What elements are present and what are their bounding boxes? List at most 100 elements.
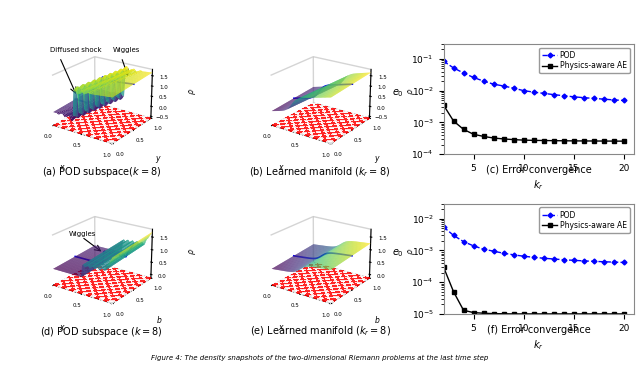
Physics-aware AE <box>470 132 477 137</box>
Text: (f) Error convergence: (f) Error convergence <box>486 325 591 335</box>
POD <box>509 253 517 257</box>
POD <box>480 79 488 83</box>
Physics-aware AE <box>500 312 508 316</box>
Physics-aware AE <box>530 312 538 316</box>
X-axis label: $x$: $x$ <box>278 323 285 332</box>
POD <box>560 93 568 98</box>
Physics-aware AE <box>620 312 627 316</box>
Physics-aware AE <box>440 265 447 269</box>
POD <box>470 244 477 248</box>
POD <box>570 258 577 262</box>
POD <box>490 82 497 87</box>
X-axis label: $x$: $x$ <box>60 323 66 332</box>
Text: (d) POD subspace ($k = 8$): (d) POD subspace ($k = 8$) <box>40 325 163 339</box>
POD <box>509 86 517 90</box>
POD <box>589 96 597 101</box>
Physics-aware AE <box>450 289 458 294</box>
Physics-aware AE <box>610 139 618 143</box>
POD <box>600 97 607 101</box>
Y-axis label: $b$: $b$ <box>156 314 162 325</box>
Physics-aware AE <box>460 308 467 312</box>
Physics-aware AE <box>509 312 517 316</box>
Physics-aware AE <box>580 312 588 316</box>
POD <box>580 96 588 100</box>
Physics-aware AE <box>450 119 458 123</box>
Y-axis label: $y$: $y$ <box>374 154 381 165</box>
Physics-aware AE <box>480 311 488 315</box>
Physics-aware AE <box>589 312 597 316</box>
Legend: POD, Physics-aware AE: POD, Physics-aware AE <box>539 207 630 233</box>
POD <box>450 66 458 70</box>
X-axis label: $x$: $x$ <box>278 163 285 172</box>
Legend: POD, Physics-aware AE: POD, Physics-aware AE <box>539 47 630 73</box>
POD <box>550 92 557 97</box>
POD <box>440 59 447 64</box>
POD <box>610 98 618 102</box>
Physics-aware AE <box>560 312 568 316</box>
POD <box>530 90 538 94</box>
Physics-aware AE <box>440 103 447 107</box>
X-axis label: $k_r$: $k_r$ <box>533 338 544 352</box>
Text: Figure 4: The density snapshots of the two-dimensional Riemann problems at the l: Figure 4: The density snapshots of the t… <box>151 355 489 361</box>
Line: POD: POD <box>442 59 625 102</box>
Text: (c) Error convergence: (c) Error convergence <box>486 165 591 175</box>
POD <box>600 260 607 264</box>
Physics-aware AE <box>530 138 538 143</box>
POD <box>540 91 547 96</box>
X-axis label: $x$: $x$ <box>60 163 66 172</box>
POD <box>530 255 538 260</box>
Physics-aware AE <box>490 311 497 316</box>
Physics-aware AE <box>470 310 477 315</box>
X-axis label: $k_r$: $k_r$ <box>533 178 544 192</box>
POD <box>589 259 597 264</box>
Physics-aware AE <box>580 139 588 143</box>
Physics-aware AE <box>540 312 547 316</box>
Physics-aware AE <box>460 127 467 131</box>
Physics-aware AE <box>600 312 607 316</box>
Physics-aware AE <box>570 312 577 316</box>
POD <box>570 95 577 99</box>
Y-axis label: $y$: $y$ <box>156 154 162 165</box>
Physics-aware AE <box>560 139 568 143</box>
Line: POD: POD <box>442 225 625 264</box>
POD <box>620 260 627 265</box>
Line: Physics-aware AE: Physics-aware AE <box>442 103 625 143</box>
POD <box>610 260 618 264</box>
POD <box>440 225 447 229</box>
Text: Diffused shock: Diffused shock <box>50 47 101 53</box>
Physics-aware AE <box>550 138 557 143</box>
POD <box>450 233 458 238</box>
POD <box>620 98 627 103</box>
Physics-aware AE <box>509 138 517 142</box>
POD <box>560 258 568 262</box>
POD <box>500 251 508 255</box>
POD <box>460 71 467 75</box>
POD <box>480 247 488 251</box>
Physics-aware AE <box>520 138 527 142</box>
Text: (e) Learned manifold ($k_r = 8$): (e) Learned manifold ($k_r = 8$) <box>250 325 390 338</box>
Text: Wiggles: Wiggles <box>68 231 96 237</box>
Line: Physics-aware AE: Physics-aware AE <box>442 265 625 316</box>
POD <box>520 88 527 93</box>
Physics-aware AE <box>490 136 497 140</box>
Physics-aware AE <box>589 139 597 143</box>
Physics-aware AE <box>500 137 508 141</box>
Text: (b) Learned manifold ($k_r = 8$): (b) Learned manifold ($k_r = 8$) <box>250 165 390 178</box>
Physics-aware AE <box>600 139 607 143</box>
POD <box>490 249 497 253</box>
Physics-aware AE <box>550 312 557 316</box>
POD <box>470 75 477 80</box>
POD <box>580 259 588 263</box>
Physics-aware AE <box>520 312 527 316</box>
POD <box>460 239 467 244</box>
POD <box>520 254 527 258</box>
Physics-aware AE <box>480 134 488 139</box>
POD <box>500 84 508 88</box>
POD <box>540 256 547 260</box>
Physics-aware AE <box>570 139 577 143</box>
Y-axis label: $e_0$: $e_0$ <box>392 247 403 259</box>
Physics-aware AE <box>540 138 547 143</box>
Text: (a) POD subspace($k = 8$): (a) POD subspace($k = 8$) <box>42 165 161 179</box>
POD <box>550 257 557 261</box>
Y-axis label: $e_0$: $e_0$ <box>392 87 403 99</box>
